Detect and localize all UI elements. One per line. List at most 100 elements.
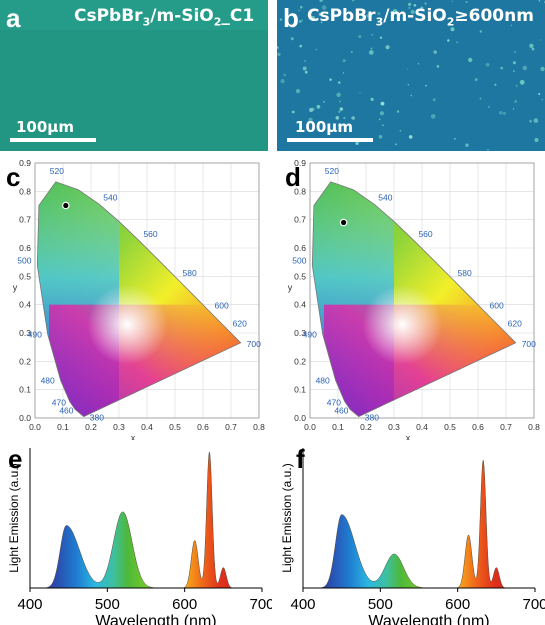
y-tick-label: 0.0 — [294, 413, 306, 423]
speckle — [417, 62, 420, 65]
x-tick-label: 0.3 — [388, 422, 400, 432]
x-axis-label: Wavelength (nm) — [95, 613, 216, 625]
speckle — [343, 116, 346, 120]
speckle — [531, 47, 535, 51]
wavelength-label: 500 — [292, 255, 306, 265]
speckle — [299, 5, 303, 9]
x-tick-label: 400 — [290, 596, 315, 613]
speckle — [371, 33, 374, 36]
speckle — [512, 61, 516, 65]
y-tick-label: 0.8 — [294, 186, 306, 196]
speckle — [534, 137, 539, 143]
speckle — [380, 101, 385, 106]
speckle — [368, 50, 374, 55]
speckle — [465, 143, 469, 147]
speckle — [541, 98, 544, 101]
speckle — [308, 117, 313, 123]
y-tick-label: 0.5 — [294, 271, 306, 281]
speckle — [302, 66, 307, 71]
wavelength-label: 460 — [59, 406, 73, 416]
speckle — [335, 116, 340, 120]
speckle — [339, 100, 341, 103]
speckle — [436, 65, 440, 68]
wavelength-label: 620 — [508, 319, 522, 329]
speckle — [407, 83, 410, 86]
speckle — [499, 111, 503, 115]
spectral-locus — [311, 181, 517, 418]
wavelength-label: 380 — [365, 413, 379, 423]
x-tick-label: 600 — [172, 596, 197, 613]
micrograph-a — [0, 0, 268, 151]
speckle — [538, 0, 541, 2]
speckle — [529, 43, 534, 48]
speckle — [475, 18, 478, 21]
speckle — [410, 94, 413, 97]
speckle — [529, 119, 532, 123]
x-tick-label: 0.4 — [416, 422, 428, 432]
y-tick-label: 0.2 — [294, 356, 306, 366]
speckle — [370, 47, 373, 50]
speckle — [413, 4, 417, 7]
speckle — [539, 39, 542, 41]
panel-a-title: CsPbBr3/m-SiO2_C1 — [74, 6, 255, 29]
speckle — [396, 110, 400, 113]
y-tick-label: 0.7 — [294, 215, 306, 225]
x-tick-label: 0.1 — [57, 422, 69, 432]
speckle — [337, 124, 340, 127]
x-axis-label: Wavelength (nm) — [368, 613, 489, 625]
speckle — [339, 107, 343, 111]
speckle — [487, 148, 489, 151]
speckle — [408, 2, 412, 6]
speckle — [277, 46, 279, 49]
panel-label-f: f — [296, 444, 305, 474]
speckle — [319, 0, 323, 2]
speckle — [519, 79, 525, 85]
x-tick-label: 0.0 — [29, 422, 41, 432]
speckle — [487, 105, 490, 108]
speckle — [432, 98, 436, 102]
y-axis-label: y — [288, 283, 293, 293]
speckle — [454, 138, 456, 140]
x-tick-label: 0.6 — [472, 422, 484, 432]
emission-spectrum-e: 400 500 600 700 Wavelength (nm) Light Emissio… — [7, 448, 272, 625]
x-tick-label: 700 — [522, 596, 545, 613]
wavelength-label: 580 — [458, 268, 472, 278]
speckle — [366, 14, 370, 18]
speckle — [379, 111, 384, 116]
plot-frame — [34, 162, 260, 419]
scale-bar-label-a: 100μm — [16, 118, 74, 136]
emission-curve — [303, 459, 535, 589]
panel-label-e: e — [8, 444, 23, 474]
speckle — [382, 124, 384, 127]
speckle — [433, 50, 437, 54]
speckle — [338, 110, 341, 113]
y-tick-label: 0.7 — [19, 215, 31, 225]
speckle — [277, 52, 281, 56]
wavelength-label: 380 — [90, 413, 104, 423]
speckle — [338, 81, 341, 84]
speckle — [318, 12, 322, 16]
speckle — [465, 1, 468, 3]
speckle — [299, 44, 303, 48]
speckle — [379, 36, 383, 39]
y-tick-label: 0.5 — [19, 271, 31, 281]
wavelength-label: 500 — [17, 255, 31, 265]
speckle — [485, 62, 490, 67]
speckle — [321, 5, 327, 10]
x-tick-label: 0.6 — [197, 422, 209, 432]
x-tick-label: 500 — [368, 596, 393, 613]
speckle — [515, 85, 518, 87]
speckle — [378, 118, 381, 121]
x-tick-label: 0.8 — [528, 422, 540, 432]
speckle — [355, 141, 359, 145]
wavelength-label: 580 — [183, 268, 197, 278]
scale-bar-b — [287, 138, 373, 142]
speckle — [420, 6, 424, 10]
speckle — [512, 70, 515, 73]
x-tick-label: 0.1 — [332, 422, 344, 432]
speckle — [430, 114, 436, 119]
cie-diagram-c: 0.0 0.1 0.2 0.3 0.4 0.5 0.6 0.7 0.8 0.0 0.1 0.2 0.3 0… — [13, 158, 265, 440]
y-tick-label: 0.9 — [294, 158, 306, 168]
speckle — [514, 100, 517, 103]
speckle — [377, 21, 380, 24]
